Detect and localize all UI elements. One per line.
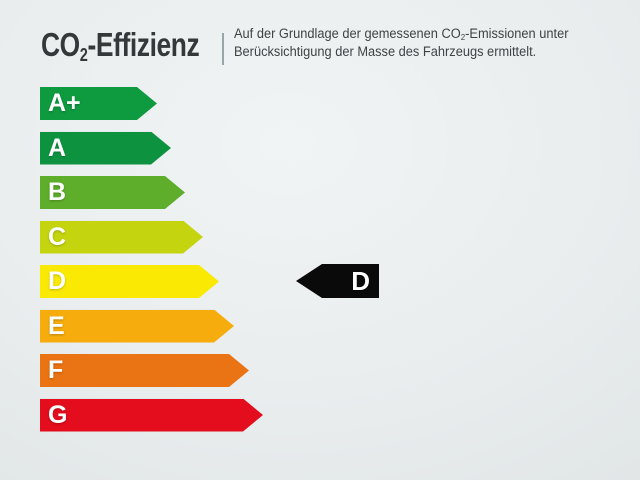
efficiency-bar-g: G bbox=[40, 399, 263, 432]
efficiency-bar-label: A bbox=[48, 133, 67, 162]
header-description: Auf der Grundlage der gemessenen CO2-Emi… bbox=[234, 25, 569, 60]
efficiency-bar-label: B bbox=[48, 178, 67, 206]
efficiency-bar-a: A bbox=[40, 132, 171, 165]
title-suffix: -Effizienz bbox=[87, 26, 200, 63]
efficiency-bar-d: D bbox=[40, 265, 219, 298]
vehicle-class-indicator: D bbox=[296, 264, 379, 298]
efficiency-bar-label: F bbox=[48, 356, 64, 384]
efficiency-bar-e: E bbox=[40, 310, 234, 343]
efficiency-bar-b: B bbox=[40, 176, 185, 209]
efficiency-bar-label: A+ bbox=[48, 89, 81, 117]
description-subscript: 2 bbox=[460, 32, 466, 43]
page-title: CO2-Effizienz bbox=[41, 26, 200, 66]
efficiency-bar-a-plus: A+ bbox=[40, 87, 157, 120]
efficiency-bar-label: C bbox=[48, 222, 67, 251]
efficiency-bar-c: C bbox=[40, 221, 203, 254]
description-line1: Auf der Grundlage der gemessenen CO bbox=[234, 26, 461, 41]
vehicle-class-letter: D bbox=[351, 266, 370, 296]
header-divider bbox=[222, 33, 224, 65]
efficiency-bar-label: E bbox=[48, 311, 65, 340]
efficiency-bar-f: F bbox=[40, 354, 249, 387]
description-line2: Berücksichtigung der Masse des Fahrzeugs… bbox=[234, 43, 537, 59]
title-subscript: 2 bbox=[79, 45, 88, 66]
efficiency-bar-label: D bbox=[48, 267, 67, 295]
efficiency-bar-label: G bbox=[48, 400, 68, 429]
description-line1-suffix: -Emissionen unter bbox=[465, 26, 569, 41]
efficiency-scale: A+ A B C D E F G bbox=[40, 87, 263, 432]
title-prefix: CO bbox=[41, 26, 80, 63]
